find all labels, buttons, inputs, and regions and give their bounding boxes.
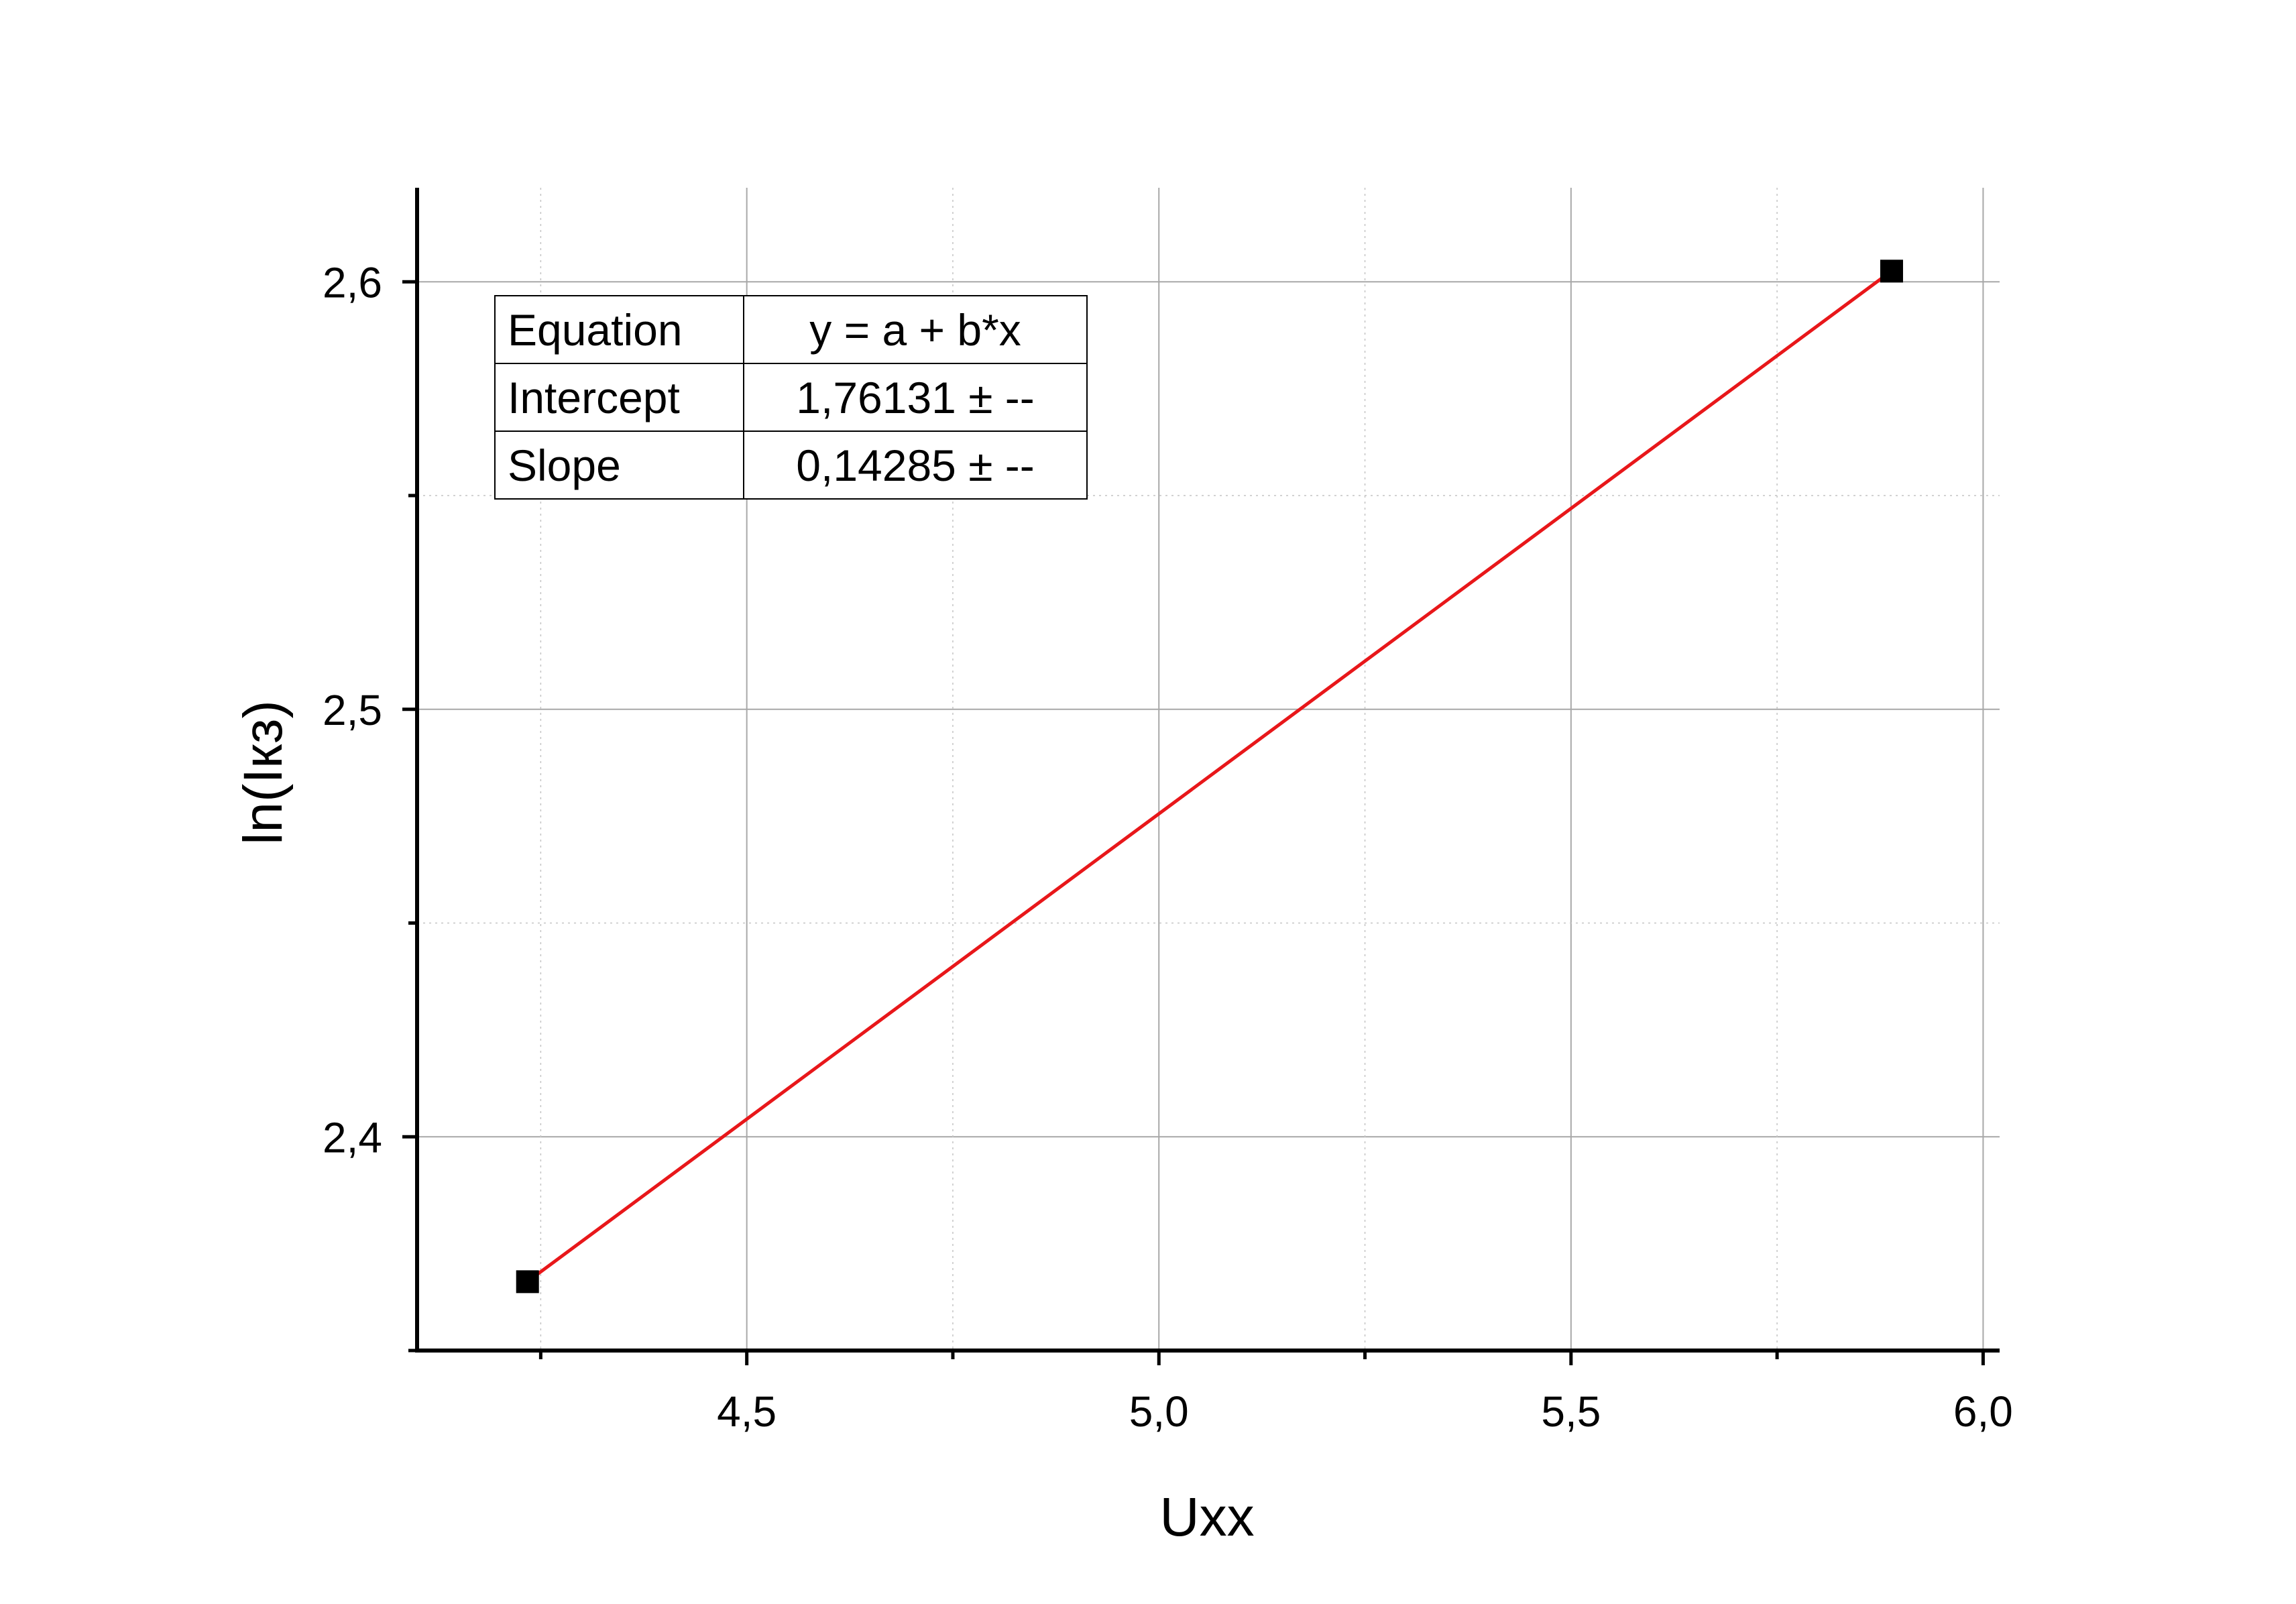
data-point <box>516 1270 539 1294</box>
x-tick-label: 4,5 <box>717 1387 777 1436</box>
equation-label: Equation <box>494 295 744 364</box>
x-tick-label: 6,0 <box>1953 1387 2013 1436</box>
fit-row-slope: Slope 0,14285 ± -- <box>494 431 1088 500</box>
x-axis-title: Uxx <box>1159 1487 1254 1548</box>
y-axis-title: ln(Iкз) <box>233 700 294 845</box>
y-tick-label: 2,4 <box>323 1113 382 1161</box>
x-tick-label: 5,0 <box>1129 1387 1189 1436</box>
intercept-value: 1,76131 ± -- <box>743 363 1088 432</box>
tick-labels: 4,5 5,0 5,5 6,0 2,4 2,5 2,6 <box>323 258 2013 1436</box>
fit-line-layer <box>526 269 1893 1283</box>
fit-results-table: Equation y = a + b*x Intercept 1,76131 ±… <box>494 295 1088 500</box>
slope-label: Slope <box>494 431 744 500</box>
intercept-label: Intercept <box>494 363 744 432</box>
data-points <box>516 260 1903 1294</box>
fit-row-intercept: Intercept 1,76131 ± -- <box>494 363 1088 432</box>
axes <box>402 188 2000 1365</box>
x-tick-label: 5,5 <box>1541 1387 1601 1436</box>
y-tick-label: 2,5 <box>323 686 382 734</box>
fit-line <box>526 269 1893 1283</box>
fit-row-equation: Equation y = a + b*x <box>494 295 1088 364</box>
data-point <box>1880 260 1903 283</box>
y-tick-label: 2,6 <box>323 258 382 306</box>
equation-value: y = a + b*x <box>743 295 1088 364</box>
slope-value: 0,14285 ± -- <box>743 431 1088 500</box>
